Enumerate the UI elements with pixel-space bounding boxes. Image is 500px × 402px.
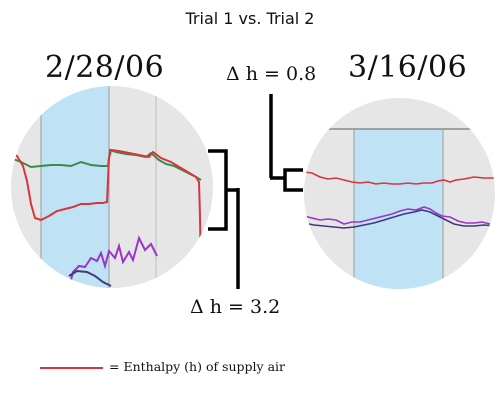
legend-enthalpy-label: = Enthalpy (h) of supply air: [109, 359, 286, 374]
delta-h-bottom-label: Δ h = 3.2: [190, 296, 281, 318]
trial1-purple-series: [68, 235, 158, 288]
diagram-title: Trial 1 vs. Trial 2: [185, 9, 315, 28]
trial1-zoom-circle: [11, 86, 213, 288]
trial1-enthalpy-series: [11, 148, 202, 287]
trial2-plot: [304, 98, 495, 289]
trial2-enthalpy-series: [304, 171, 495, 185]
trial1-navy-series: [68, 269, 112, 287]
right-date-label: 3/16/06: [348, 50, 468, 85]
bracket-trial2: [283, 168, 303, 192]
delta-h-top-label: Δ h = 0.8: [226, 63, 317, 85]
trial2-navy-series: [304, 209, 495, 229]
trial1-plot: [11, 86, 213, 288]
trial2-purple-series: [304, 206, 495, 226]
left-date-label: 2/28/06: [45, 50, 165, 85]
legend-enthalpy-swatch: [40, 367, 103, 369]
trial1-shaded-band: [41, 86, 109, 288]
trial2-zoom-circle: [304, 98, 495, 289]
bracket-trial1: [208, 149, 228, 231]
